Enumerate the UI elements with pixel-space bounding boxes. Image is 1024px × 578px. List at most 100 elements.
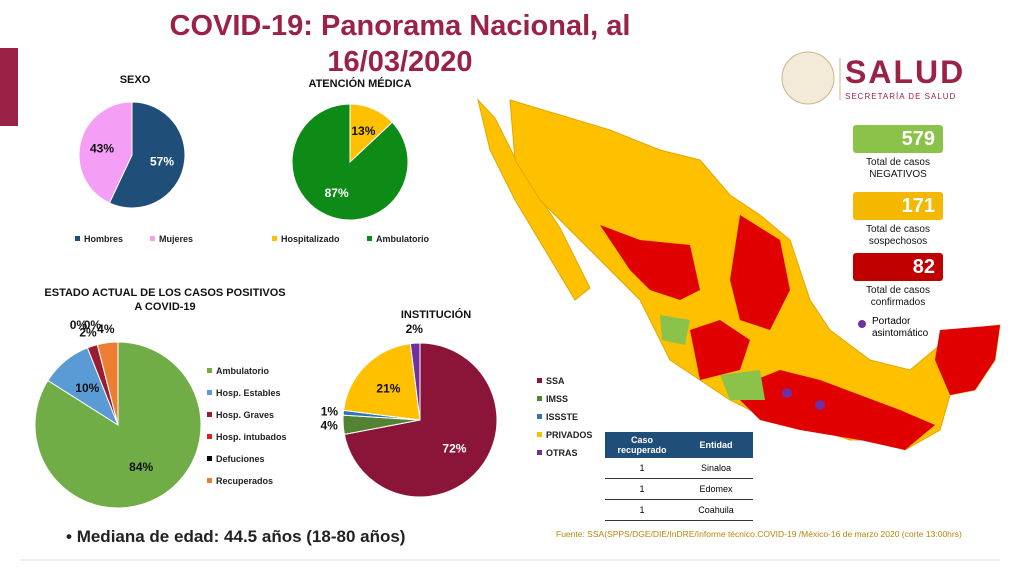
legend-label: SSA <box>546 376 565 386</box>
legend-swatch <box>367 236 372 241</box>
legend-swatch <box>207 478 212 483</box>
legend-label: Hosp. intubados <box>216 432 287 442</box>
table-cell: 1 <box>605 458 679 479</box>
map-region <box>720 370 765 400</box>
legend-label: Hosp. Graves <box>216 410 274 420</box>
table-cell: Edomex <box>679 478 753 500</box>
table-cell: Sinaloa <box>679 458 753 479</box>
map <box>477 98 1001 451</box>
accent-bar <box>0 48 18 126</box>
legend-swatch <box>75 236 80 241</box>
logo-subtitle: SECRETARÍA DE SALUD <box>845 92 956 101</box>
chart-title: ATENCIÓN MÉDICA <box>308 77 411 90</box>
legend-swatch <box>537 432 542 437</box>
median-text: Mediana de edad: 44.5 años (18-80 años) <box>76 527 406 546</box>
stat-label: Total de casos NEGATIVOS <box>866 157 930 180</box>
legend-swatch <box>537 450 542 455</box>
legend-label: Ambulatorio <box>216 366 270 376</box>
legend-swatch <box>272 236 277 241</box>
table-row: 1 Coahuila <box>605 499 753 521</box>
stat-value: 579 <box>853 125 943 153</box>
legend-label: PRIVADOS <box>546 430 592 440</box>
logo: SALUD <box>845 54 965 90</box>
legend-label: Ambulatorio <box>376 234 430 244</box>
stat-label: Total de casos sospechosos <box>866 224 930 247</box>
title: COVID-19: Panorama Nacional, al 16/03/20… <box>169 10 631 78</box>
table-row: 1 Sinaloa <box>605 458 753 479</box>
stat-group: 82 Total de casos confirmados <box>853 253 943 308</box>
value-label: 0% <box>70 318 88 332</box>
legend-swatch <box>207 456 212 461</box>
value-label: 4% <box>97 322 115 336</box>
value-label: 13% <box>351 124 375 138</box>
pie-slice <box>343 342 498 498</box>
logo-emblem <box>781 51 835 105</box>
map-region <box>935 325 1000 395</box>
map-marker <box>782 388 792 398</box>
map-legend-dot <box>858 320 866 328</box>
legend-label: IMSS <box>546 394 568 404</box>
pie-slice <box>96 341 119 426</box>
recovered-table: Caso recuperado Entidad 1 Sinaloa 1 Edomex… <box>605 432 753 521</box>
map-region <box>730 370 935 450</box>
value-label: 72% <box>442 441 466 455</box>
map-region <box>730 215 790 330</box>
pie-slice <box>409 342 421 421</box>
pie-slice <box>108 101 186 209</box>
stat-group: 579 Total de casos NEGATIVOS <box>853 125 943 180</box>
value-label: 57% <box>150 155 174 169</box>
legend-label: Recuperados <box>216 476 273 486</box>
table-header-cell: Entidad <box>679 432 753 458</box>
map-legend: Portador asintomático <box>872 316 929 339</box>
legend-label: Defuciones <box>216 454 265 464</box>
source: Fuente: SSA(SPPS/DGE/DIE/InDRE/Informe t… <box>556 529 962 539</box>
map-region <box>690 320 750 380</box>
legend-swatch <box>537 414 542 419</box>
value-label: 4% <box>321 419 339 433</box>
table-cell: Coahuila <box>679 499 753 521</box>
table-cell: 1 <box>605 499 679 521</box>
median: • Mediana de edad: 44.5 años (18-80 años… <box>66 527 406 546</box>
value-label: 87% <box>325 186 349 200</box>
value-label: 84% <box>129 460 153 474</box>
legend-swatch <box>537 378 542 383</box>
table-row: 1 Edomex <box>605 478 753 500</box>
table-cell: 1 <box>605 478 679 500</box>
map-region <box>477 98 591 301</box>
legend-label: ISSSTE <box>546 412 578 422</box>
pie-slice <box>34 341 202 509</box>
value-label: 43% <box>90 141 114 155</box>
chart-title: SEXO <box>120 74 151 86</box>
value-label: 2% <box>79 326 97 340</box>
value-label: 0% <box>84 318 102 332</box>
legend-swatch <box>207 434 212 439</box>
map-region <box>600 225 700 300</box>
table-header: Caso recuperado Entidad <box>605 432 753 458</box>
map-marker <box>815 400 825 410</box>
stat-value: 82 <box>853 253 943 281</box>
pie-slice <box>343 343 421 421</box>
chart-title: INSTITUCIÓN <box>401 308 471 321</box>
value-label: 1% <box>321 404 339 418</box>
legend-swatch <box>207 368 212 373</box>
legend-label: Mujeres <box>159 234 193 244</box>
legend-swatch <box>150 236 155 241</box>
legend-label: Hombres <box>84 234 123 244</box>
table-header-cell: Caso recuperado <box>605 432 679 458</box>
legend-swatch <box>537 396 542 401</box>
value-label: 2% <box>406 322 424 336</box>
legend-swatch <box>207 412 212 417</box>
legend-label: Hospitalizado <box>281 234 340 244</box>
stat-group: 171 Total de casos sospechosos <box>853 192 943 247</box>
map-region <box>660 315 690 345</box>
legend-label: OTRAS <box>546 448 578 458</box>
value-label: 21% <box>376 381 400 395</box>
chart-title: ESTADO ACTUAL DE LOS CASOS POSITIVOS A CO… <box>44 287 285 313</box>
pie-slice <box>291 103 409 221</box>
legend-swatch <box>207 390 212 395</box>
value-label: 10% <box>75 381 99 395</box>
stat-value: 171 <box>853 192 943 220</box>
legend-label: Hosp. Estables <box>216 388 281 398</box>
